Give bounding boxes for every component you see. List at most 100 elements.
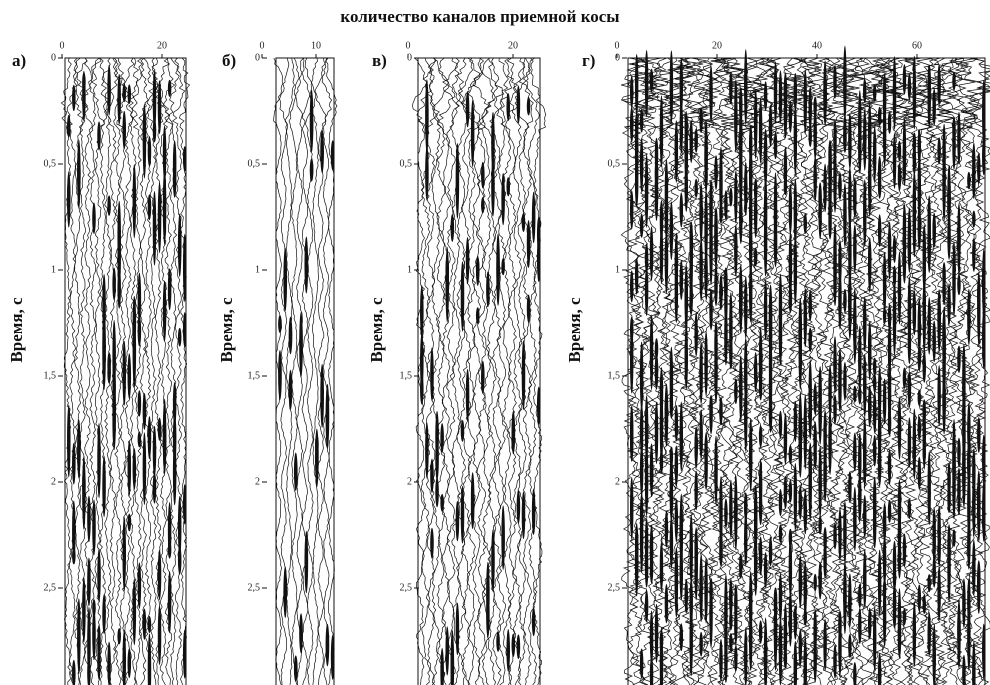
trace-fill bbox=[872, 391, 877, 434]
trace-fill bbox=[496, 245, 500, 306]
trace-fill bbox=[654, 338, 659, 360]
trace-fill bbox=[872, 84, 877, 102]
trace-fill bbox=[531, 191, 536, 244]
trace-fill bbox=[892, 235, 897, 263]
trace-fill bbox=[679, 260, 684, 300]
trace-fill bbox=[425, 146, 429, 201]
y-tick-label: 0,5 bbox=[400, 158, 413, 169]
trace-fill bbox=[142, 393, 147, 430]
trace-fill bbox=[639, 404, 644, 457]
trace-fill bbox=[967, 467, 971, 542]
trace bbox=[309, 57, 319, 685]
trace-fill bbox=[783, 413, 788, 465]
trace-fill bbox=[122, 340, 127, 406]
trace-fill bbox=[902, 367, 907, 389]
trace-fill bbox=[142, 432, 147, 505]
y-axis-label: Время, с bbox=[565, 297, 584, 363]
trace bbox=[903, 57, 936, 685]
trace-fill bbox=[147, 416, 152, 460]
trace-fill bbox=[818, 445, 822, 518]
trace-fill bbox=[748, 263, 753, 323]
trace-fill bbox=[132, 578, 137, 646]
trace bbox=[432, 57, 450, 685]
trace-fill bbox=[309, 158, 314, 182]
y-tick-label: 0,5 bbox=[248, 158, 261, 169]
trace-fill bbox=[803, 288, 807, 348]
trace-fill bbox=[460, 261, 465, 332]
trace bbox=[868, 57, 901, 685]
trace-fill bbox=[808, 442, 812, 492]
trace-fill bbox=[858, 385, 862, 405]
trace-fill bbox=[516, 634, 521, 660]
trace-fill bbox=[157, 417, 162, 441]
trace-fill bbox=[92, 599, 96, 617]
trace-fill bbox=[922, 287, 926, 319]
trace bbox=[499, 57, 515, 685]
trace-fill bbox=[887, 221, 892, 280]
trace-fill bbox=[753, 98, 758, 144]
trace-fill bbox=[506, 629, 511, 672]
trace-fill bbox=[882, 503, 887, 542]
y-tick-label: 1 bbox=[255, 264, 260, 275]
y-tick-label: 0 bbox=[615, 52, 620, 63]
trace-fill bbox=[932, 219, 936, 248]
y-tick-label: 0,5 bbox=[44, 158, 57, 169]
trace-fill bbox=[828, 365, 832, 416]
trace-fill bbox=[724, 498, 728, 529]
y-tick-label: 1,5 bbox=[44, 370, 57, 381]
trace-fill bbox=[882, 98, 887, 167]
trace-fill bbox=[152, 472, 157, 504]
trace-fill bbox=[957, 437, 961, 468]
trace-fill bbox=[783, 147, 788, 190]
y-tick-label: 1,5 bbox=[608, 370, 621, 381]
trace-fill bbox=[152, 425, 157, 477]
trace-fill bbox=[872, 606, 877, 671]
trace-fill bbox=[704, 557, 708, 624]
trace-fill bbox=[445, 246, 450, 323]
trace-fill bbox=[803, 561, 807, 617]
trace-fill bbox=[972, 641, 976, 685]
y-tick-label: 2,5 bbox=[248, 582, 261, 593]
trace-fill bbox=[501, 505, 505, 570]
trace-fill bbox=[465, 90, 470, 128]
trace-fill bbox=[67, 120, 71, 138]
trace-fill bbox=[77, 419, 81, 479]
trace-fill bbox=[962, 578, 966, 628]
trace-fill bbox=[102, 594, 106, 635]
trace-fill bbox=[704, 432, 708, 474]
trace-fill bbox=[87, 575, 91, 604]
trace bbox=[833, 57, 864, 685]
trace-fill bbox=[734, 378, 738, 405]
trace-fill bbox=[922, 248, 926, 291]
trace bbox=[827, 57, 860, 685]
trace-fill bbox=[283, 566, 288, 618]
trace-fill bbox=[167, 79, 172, 97]
trace-fill bbox=[162, 169, 167, 245]
trace-fill bbox=[709, 288, 713, 331]
trace-fill bbox=[957, 599, 961, 669]
trace-fill bbox=[962, 654, 966, 685]
trace-fill bbox=[763, 81, 768, 111]
trace-fill bbox=[838, 269, 842, 330]
y-tick-label: 2,5 bbox=[608, 582, 621, 593]
trace bbox=[88, 57, 100, 685]
trace-fill bbox=[977, 277, 981, 309]
trace-fill bbox=[947, 462, 951, 498]
trace-fill bbox=[699, 409, 703, 460]
trace-fill bbox=[783, 475, 788, 509]
trace bbox=[518, 57, 534, 685]
trace bbox=[861, 57, 892, 685]
trace-fill bbox=[863, 78, 867, 103]
trace-fill bbox=[897, 511, 902, 556]
trace-fill bbox=[92, 202, 96, 235]
trace-fill bbox=[734, 224, 738, 277]
trace-fill bbox=[887, 111, 892, 134]
trace-fill bbox=[107, 64, 111, 116]
trace-fill bbox=[644, 49, 649, 118]
trace-fill bbox=[694, 178, 698, 198]
trace bbox=[934, 57, 965, 685]
trace-fill bbox=[872, 357, 877, 377]
trace-fill bbox=[848, 112, 852, 170]
trace-fill bbox=[162, 408, 167, 474]
trace-fill bbox=[778, 311, 783, 346]
